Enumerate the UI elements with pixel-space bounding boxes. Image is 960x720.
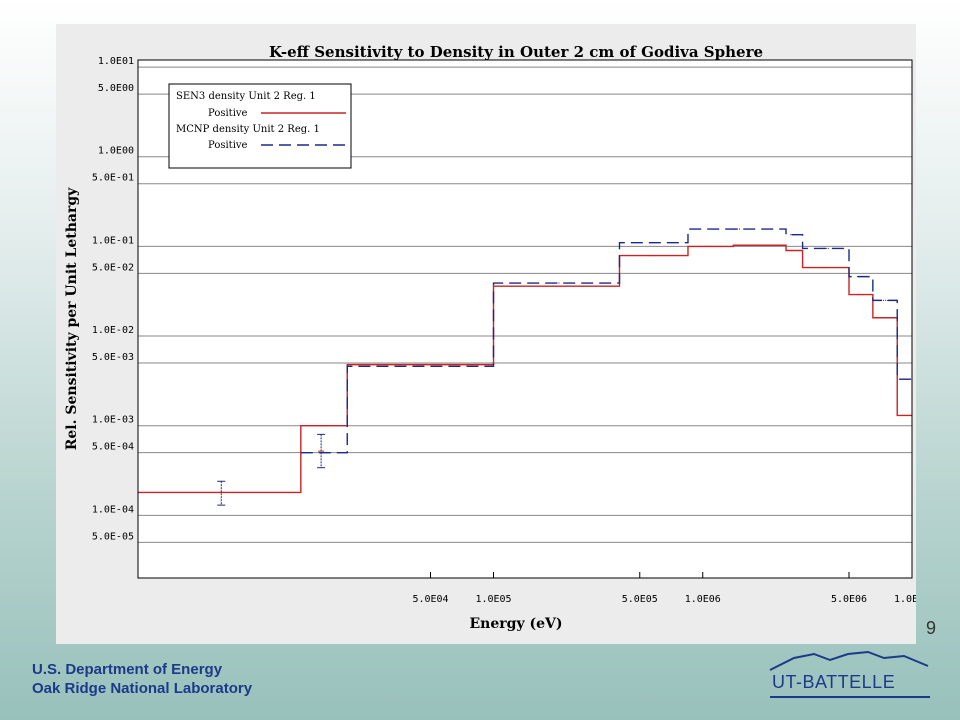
y-tick-label: 1.0E-02 — [92, 325, 134, 336]
legend-sen3-name: SEN3 density Unit 2 Reg. 1 — [176, 91, 316, 102]
legend-box — [168, 83, 352, 169]
y-tick-label: 1.0E-03 — [92, 415, 134, 426]
y-tick-label: 1.0E-01 — [92, 235, 134, 246]
y-tick-label: 1.0E-04 — [92, 504, 134, 515]
x-tick-label: 5.0E05 — [622, 594, 658, 605]
footer-line-ornl: Oak Ridge National Laboratory — [32, 680, 253, 697]
y-tick-label: 5.0E-02 — [92, 262, 134, 273]
y-tick-labels: 1.0E01 5.0E00 1.0E00 5.0E-01 1.0E-01 5.0E-02 1… — [92, 56, 134, 542]
x-tick-label: 1.0E06 — [685, 594, 721, 605]
y-axis-label: Rel. Sensitivity per Unit Lethargy — [64, 187, 80, 450]
mcnp-series-line — [300, 228, 912, 454]
y-tick-label: 5.0E-04 — [92, 442, 134, 453]
legend-mcnp-name: MCNP density Unit 2 Reg. 1 — [176, 124, 320, 135]
footer-line-doe: U.S. Department of Energy — [32, 661, 223, 678]
series-group — [138, 228, 912, 494]
y-tick-label: 5.0E-01 — [92, 173, 134, 184]
x-axis-label: Energy (eV) — [470, 616, 563, 632]
x-tick-labels: 5.0E04 1.0E05 5.0E05 1.0E06 5.0E06 1.0E07 — [412, 594, 916, 605]
x-tick-label: 1.0E05 — [475, 594, 511, 605]
x-tick-label: 1.0E07 — [894, 594, 916, 605]
chart-panel: K-eff Sensitivity to Density in Outer 2 … — [56, 24, 916, 644]
y-tick-label: 5.0E-05 — [92, 531, 134, 542]
logo-text: UT-BATTELLE — [772, 672, 896, 692]
y-tick-label: 1.0E00 — [98, 146, 134, 157]
legend-sen3-sublabel: Positive — [208, 108, 248, 119]
footer: U.S. Department of Energy Oak Ridge Nati… — [32, 660, 252, 698]
sensitivity-chart: K-eff Sensitivity to Density in Outer 2 … — [64, 43, 916, 632]
chart-title: K-eff Sensitivity to Density in Outer 2 … — [269, 43, 763, 61]
y-tick-label: 5.0E-03 — [92, 352, 134, 363]
logo-underline — [770, 696, 930, 698]
y-tick-label: 5.0E00 — [98, 83, 134, 94]
x-tick-label: 5.0E04 — [412, 594, 448, 605]
legend: SEN3 density Unit 2 Reg. 1 Positive MCNP… — [168, 83, 352, 169]
plot-border — [137, 59, 913, 579]
ut-battelle-logo: UT-BATTELLE — [764, 648, 934, 708]
y-tick-label: 1.0E01 — [98, 56, 134, 67]
mountain-skyline-icon — [769, 650, 929, 671]
legend-mcnp-sublabel: Positive — [208, 140, 248, 151]
x-tick-label: 5.0E06 — [831, 594, 867, 605]
error-bars — [217, 433, 326, 506]
page-number: 9 — [926, 618, 937, 638]
